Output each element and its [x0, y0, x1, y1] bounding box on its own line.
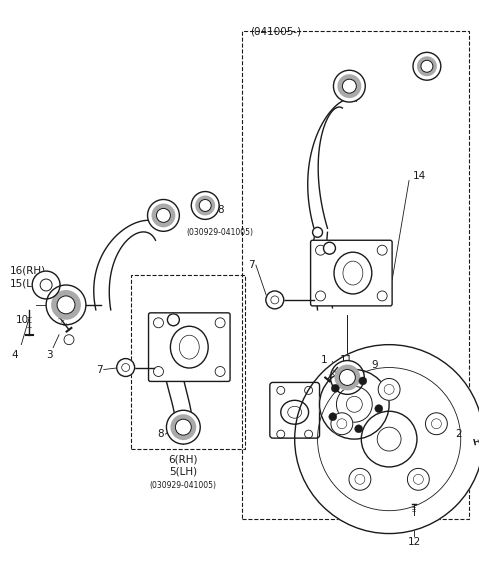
Bar	[242, 31, 468, 519]
Text: 6(RH): 6(RH)	[168, 454, 198, 464]
Text: 2: 2	[456, 429, 462, 439]
Text: 1: 1	[321, 355, 328, 365]
Text: (030929-041005): (030929-041005)	[187, 229, 253, 237]
Text: 8: 8	[335, 384, 341, 394]
Circle shape	[199, 200, 211, 211]
Circle shape	[32, 271, 60, 299]
Circle shape	[324, 242, 336, 254]
Circle shape	[342, 79, 356, 93]
Circle shape	[378, 378, 400, 400]
Text: 14: 14	[412, 170, 426, 181]
Text: 3: 3	[46, 349, 53, 360]
Circle shape	[361, 412, 417, 467]
Text: 13: 13	[271, 412, 285, 422]
Circle shape	[64, 335, 74, 345]
Text: 15(LH): 15(LH)	[9, 278, 44, 288]
Text: (041005-): (041005-)	[250, 26, 301, 36]
Circle shape	[337, 74, 361, 98]
Circle shape	[312, 227, 323, 237]
Circle shape	[331, 384, 339, 392]
Text: 8: 8	[157, 429, 164, 439]
Polygon shape	[312, 233, 333, 310]
Circle shape	[170, 414, 196, 440]
Circle shape	[334, 70, 365, 102]
Circle shape	[156, 209, 170, 222]
Circle shape	[330, 361, 364, 394]
Circle shape	[335, 365, 360, 390]
Circle shape	[355, 425, 362, 433]
FancyBboxPatch shape	[270, 382, 320, 438]
Circle shape	[339, 369, 355, 385]
Circle shape	[408, 469, 429, 490]
Circle shape	[320, 369, 389, 439]
Text: 11: 11	[339, 355, 353, 365]
Circle shape	[349, 469, 371, 490]
FancyBboxPatch shape	[311, 241, 392, 306]
Circle shape	[57, 296, 75, 314]
Circle shape	[331, 413, 353, 435]
Bar	[131, 275, 245, 449]
Polygon shape	[162, 320, 192, 424]
Circle shape	[195, 196, 215, 215]
Circle shape	[329, 413, 337, 421]
Text: 16(RH): 16(RH)	[9, 265, 46, 275]
Circle shape	[375, 405, 383, 413]
Circle shape	[168, 314, 180, 326]
FancyBboxPatch shape	[148, 313, 230, 381]
Polygon shape	[94, 220, 166, 310]
Circle shape	[192, 192, 219, 219]
Circle shape	[147, 200, 180, 231]
Text: 10: 10	[16, 315, 29, 325]
Circle shape	[413, 52, 441, 80]
Text: 9: 9	[371, 360, 378, 369]
Text: 6(RH): 6(RH)	[275, 414, 304, 424]
Circle shape	[266, 291, 284, 309]
Text: 8: 8	[217, 205, 223, 215]
Text: 4: 4	[12, 349, 18, 360]
Circle shape	[117, 359, 134, 376]
Circle shape	[295, 345, 480, 534]
Text: 5(LH): 5(LH)	[169, 467, 197, 477]
Circle shape	[425, 413, 447, 435]
Polygon shape	[308, 99, 356, 230]
Circle shape	[152, 203, 175, 227]
Text: 12: 12	[408, 536, 420, 547]
Circle shape	[421, 60, 433, 72]
Circle shape	[46, 285, 86, 325]
Text: 7: 7	[248, 260, 254, 270]
Circle shape	[175, 419, 192, 435]
Text: 5(LH): 5(LH)	[276, 427, 304, 437]
Text: 7: 7	[96, 364, 102, 374]
Circle shape	[167, 410, 200, 444]
Circle shape	[417, 56, 437, 76]
Circle shape	[51, 290, 81, 320]
Circle shape	[359, 377, 367, 385]
Text: (030929-041005): (030929-041005)	[150, 481, 217, 490]
